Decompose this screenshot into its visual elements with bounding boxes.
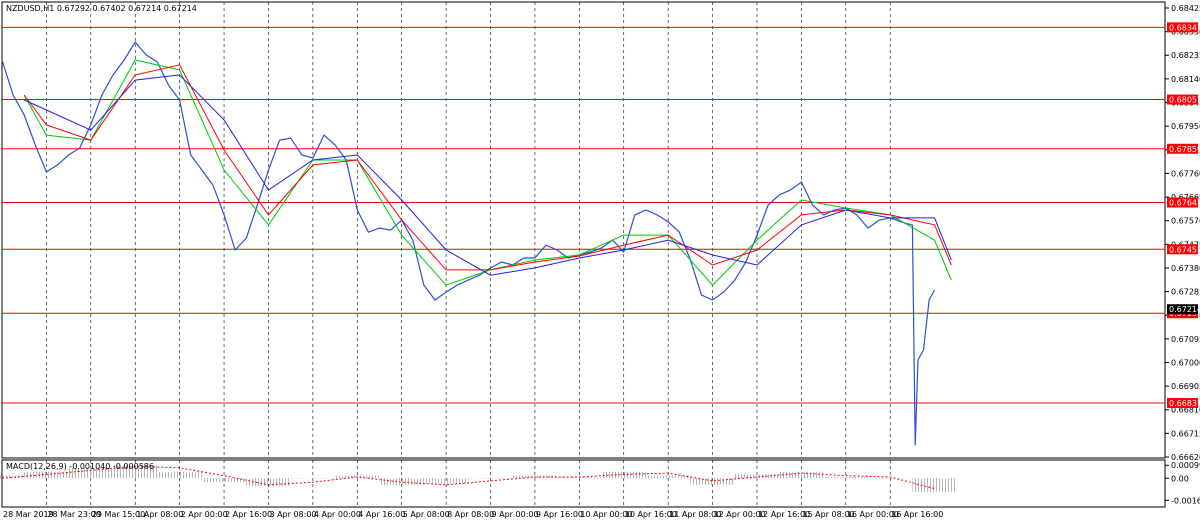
macd-panel [1,459,1166,508]
x-tick-label: 29 Mar 15:00 [92,510,145,519]
chart-title: NZDUSD,H1 0.67292 0.67402 0.67214 0.6721… [6,4,197,13]
level-label-bg [1167,398,1198,409]
level-label: 0.68347 [1169,23,1200,32]
macd-bar [290,478,336,479]
x-tick-label: 28 Mar 23:00 [47,510,100,519]
macd-bar [557,476,602,479]
last-price-bg [1167,304,1198,315]
y-tick-label: 0.66905 [1171,382,1200,391]
grid [1,2,1169,507]
y-tick-label: 0.000998 [1171,461,1200,470]
macd-bar [734,474,780,479]
macd-bar [379,478,424,485]
macd-bar [0,475,25,479]
x-tick-label: 9 Apr 00:00 [492,510,539,519]
macd-bar [645,475,691,479]
price-panel [1,1,1166,459]
marks [0,26,1165,492]
x-tick-label: 15 Apr 08:00 [802,510,854,519]
x-tick-label: 8 Apr 08:00 [447,510,494,519]
x-tick-label: 12 Apr 00:00 [714,510,766,519]
y-tick-label: 0.67285 [1171,288,1200,297]
macd-bar [601,471,646,479]
x-tick-label: 2 Apr 00:00 [181,510,228,519]
x-tick-label: 3 Apr 08:00 [269,510,316,519]
level-label: 0.67643 [1169,199,1200,208]
level-label: 0.67859 [1169,145,1200,154]
macd-bar [468,478,513,479]
y-tick-label: 0.68425 [1171,4,1200,13]
x-tick-label: 2 Apr 16:00 [225,510,272,519]
macd-bar [157,471,202,479]
x-tick-label: 12 Apr 16:00 [758,510,810,519]
level-label-bg [1167,244,1198,255]
y-tick-label: 0.67095 [1171,335,1200,344]
macd-bar [24,471,69,479]
macd-bar [246,478,291,487]
x-tick-label: 10 Apr 00:00 [580,510,632,519]
level-label-bg [1167,22,1198,33]
x-tick-label: 16 Apr 00:00 [847,510,899,519]
macd-bar [868,478,913,479]
macd-bar [113,465,158,479]
y-tick-label: 0.00 [1171,474,1189,483]
y-tick-label: 0.68235 [1171,51,1200,60]
x-tick-label: 28 Mar 2019 [3,510,54,519]
level-label-bg [1167,143,1198,154]
level-label-bg [1167,94,1198,105]
x-tick-label: 4 Apr 00:00 [314,510,361,519]
last-price-label: 0.67214 [1169,305,1200,314]
macd-bar [690,478,735,485]
y-tick-label: -0.00169 [1171,496,1200,505]
x-tick-label: 16 Apr 16:00 [891,510,943,519]
y-tick-label: 0.66715 [1171,429,1200,438]
x-tick-label: 9 Apr 16:00 [536,510,583,519]
price-line [23,74,952,276]
level-label: 0.67455 [1169,245,1200,254]
price-line [23,64,952,271]
macd-bar [779,471,824,479]
level-label-bg [1167,197,1198,208]
level-label: 0.68057 [1169,96,1200,105]
macd-bar [823,476,869,479]
x-tick-label: 11 Apr 08:00 [669,510,721,519]
x-tick-label: 1 Apr 08:00 [136,510,183,519]
macd-bar [912,478,957,492]
x-tick-label: 5 Apr 08:00 [403,510,450,519]
x-tick-label: 10 Apr 16:00 [625,510,677,519]
macd-title: MACD(12,26,9) -0.001040 -0.000586 [6,462,154,471]
signal-line [1,465,935,490]
macd-bar [423,478,469,484]
macd-bar [201,478,247,483]
x-tick-label: 4 Apr 16:00 [358,510,405,519]
level-label: 0.66837 [1169,399,1200,408]
macd-bar [68,467,114,479]
